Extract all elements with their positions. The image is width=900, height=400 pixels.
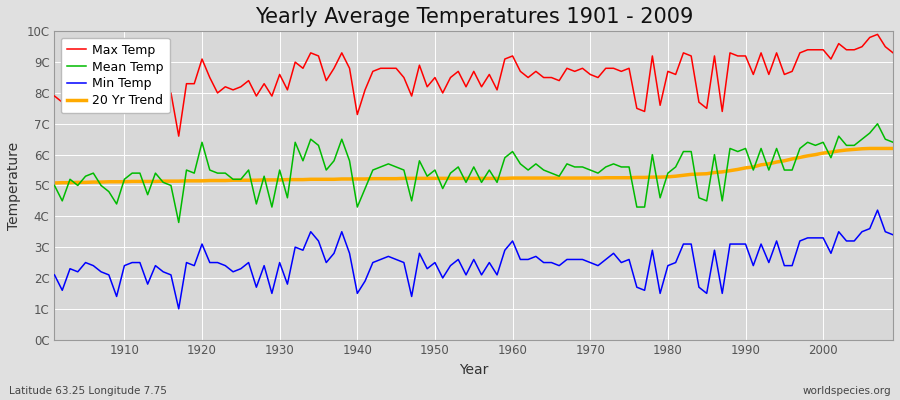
20 Yr Trend bbox=[600, 175, 611, 180]
Min Temp bbox=[508, 238, 518, 243]
Max Temp bbox=[337, 50, 347, 55]
20 Yr Trend bbox=[50, 180, 60, 185]
Mean Temp bbox=[515, 162, 526, 166]
Min Temp bbox=[872, 208, 883, 212]
Y-axis label: Temperature: Temperature bbox=[7, 141, 21, 230]
Legend: Max Temp, Mean Temp, Min Temp, 20 Yr Trend: Max Temp, Mean Temp, Min Temp, 20 Yr Tre… bbox=[60, 38, 170, 113]
20 Yr Trend bbox=[508, 176, 518, 180]
Max Temp bbox=[515, 69, 526, 74]
Line: Min Temp: Min Temp bbox=[55, 210, 893, 309]
Min Temp bbox=[608, 251, 619, 256]
Line: 20 Yr Trend: 20 Yr Trend bbox=[55, 148, 893, 183]
Line: Max Temp: Max Temp bbox=[55, 34, 893, 136]
Mean Temp bbox=[174, 220, 184, 225]
X-axis label: Year: Year bbox=[459, 363, 489, 377]
Max Temp bbox=[508, 54, 518, 58]
Max Temp bbox=[290, 60, 301, 64]
20 Yr Trend bbox=[887, 146, 898, 151]
20 Yr Trend bbox=[864, 146, 875, 151]
Max Temp bbox=[608, 66, 619, 71]
Mean Temp bbox=[337, 137, 347, 142]
Min Temp bbox=[887, 232, 898, 237]
20 Yr Trend bbox=[282, 177, 292, 182]
Mean Temp bbox=[112, 202, 122, 206]
20 Yr Trend bbox=[328, 177, 339, 182]
Mean Temp bbox=[508, 149, 518, 154]
Min Temp bbox=[337, 229, 347, 234]
Mean Temp bbox=[887, 140, 898, 145]
Mean Temp bbox=[608, 162, 619, 166]
Max Temp bbox=[112, 106, 122, 111]
Line: Mean Temp: Mean Temp bbox=[55, 124, 893, 222]
20 Yr Trend bbox=[112, 179, 122, 184]
Title: Yearly Average Temperatures 1901 - 2009: Yearly Average Temperatures 1901 - 2009 bbox=[255, 7, 693, 27]
Mean Temp bbox=[872, 121, 883, 126]
Min Temp bbox=[515, 257, 526, 262]
Max Temp bbox=[887, 50, 898, 55]
Text: worldspecies.org: worldspecies.org bbox=[803, 386, 891, 396]
Min Temp bbox=[112, 294, 122, 299]
Min Temp bbox=[174, 306, 184, 311]
Text: Latitude 63.25 Longitude 7.75: Latitude 63.25 Longitude 7.75 bbox=[9, 386, 166, 396]
Max Temp bbox=[174, 134, 184, 138]
20 Yr Trend bbox=[500, 176, 510, 181]
Mean Temp bbox=[50, 183, 60, 188]
Min Temp bbox=[290, 245, 301, 250]
Max Temp bbox=[50, 94, 60, 98]
Max Temp bbox=[872, 32, 883, 37]
Mean Temp bbox=[290, 140, 301, 145]
Min Temp bbox=[50, 272, 60, 277]
